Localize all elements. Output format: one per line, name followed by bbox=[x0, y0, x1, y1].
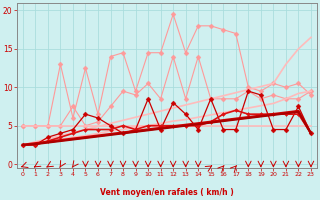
X-axis label: Vent moyen/en rafales ( km/h ): Vent moyen/en rafales ( km/h ) bbox=[100, 188, 234, 197]
